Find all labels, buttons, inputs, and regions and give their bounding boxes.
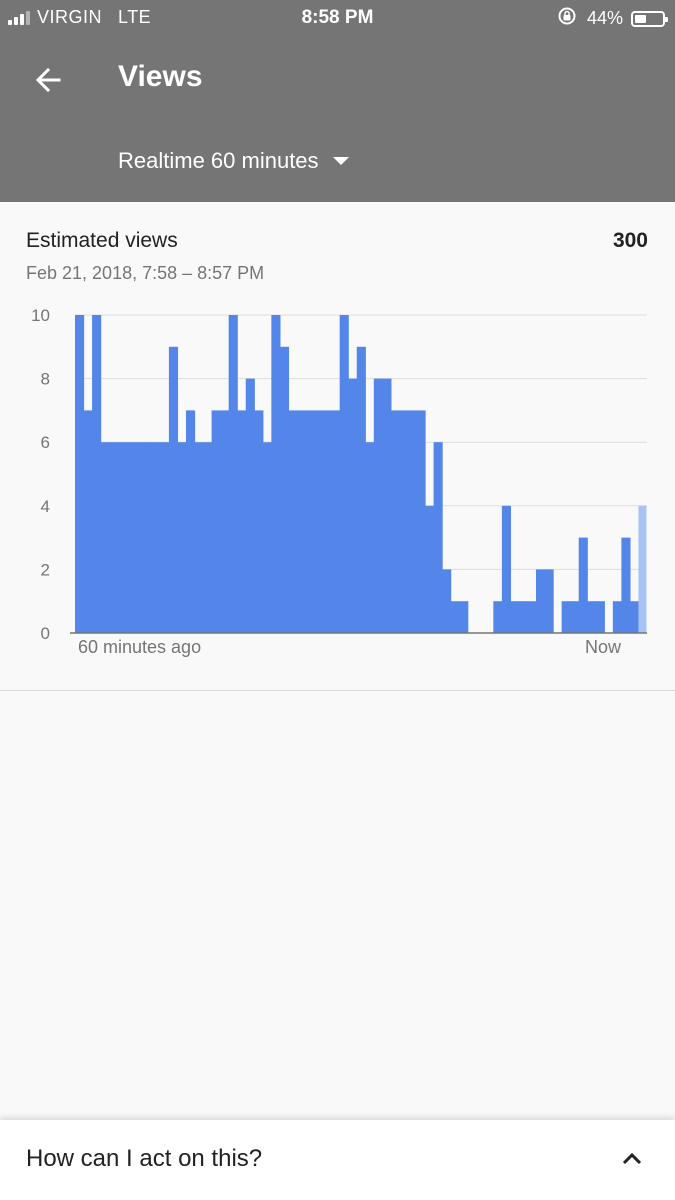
bar [83, 410, 93, 633]
bar [177, 442, 187, 633]
bar [331, 410, 341, 633]
status-time: 8:58 PM [301, 7, 374, 28]
bar [117, 442, 127, 633]
bar [271, 315, 281, 633]
bar [459, 601, 469, 633]
bar [561, 601, 571, 633]
status-left: VIRGIN LTE [8, 7, 151, 28]
bar [399, 410, 409, 633]
insights-bottom-sheet[interactable]: How can I act on this? [0, 1120, 675, 1200]
bar [203, 442, 213, 633]
range-dropdown[interactable]: Realtime 60 minutes [118, 148, 349, 174]
sheet-label: How can I act on this? [26, 1145, 263, 1172]
views-chart: 0 2 4 6 8 10 60 minutes ago Now [31, 306, 647, 657]
bar [373, 378, 383, 633]
bar [109, 442, 119, 633]
arrow-back-icon [35, 67, 61, 93]
bar [425, 505, 435, 633]
y-tick-label: 10 [31, 306, 50, 325]
status-bar: VIRGIN LTE 8:58 PM 44% [0, 0, 675, 36]
bar-partial [638, 505, 647, 633]
carrier-name: VIRGIN [37, 7, 103, 27]
bar [228, 315, 238, 633]
battery-percent: 44% [586, 8, 623, 28]
bar [279, 346, 290, 633]
bar [160, 442, 170, 633]
bar [237, 410, 247, 633]
bar [450, 601, 460, 633]
y-tick-label: 4 [41, 497, 50, 516]
caret-down-icon [332, 157, 349, 165]
rotation-lock-icon [557, 6, 577, 31]
bar [185, 410, 196, 633]
status-right: 44% [557, 6, 668, 31]
y-tick-label: 8 [41, 370, 50, 389]
bar [501, 505, 512, 633]
chevron-up-icon[interactable] [621, 1150, 643, 1166]
metric-label: Estimated views [26, 229, 178, 252]
views-card: 0 2 4 6 8 10 60 minutes ago Now Estimated views… [0, 202, 675, 691]
bar [126, 442, 136, 633]
bar [288, 410, 298, 633]
bar [245, 378, 255, 633]
bar [262, 442, 272, 633]
page-title: Views [118, 60, 203, 93]
back-button[interactable] [26, 58, 70, 102]
bar [211, 410, 221, 633]
bar [220, 410, 230, 633]
bar [254, 410, 264, 633]
app-bar: Views Realtime 60 minutes [0, 36, 675, 202]
bar [587, 601, 597, 633]
bar [629, 601, 640, 633]
bar [356, 346, 366, 633]
bar [348, 378, 358, 633]
bar [518, 601, 529, 633]
bar [536, 569, 546, 633]
bar [168, 346, 179, 633]
metric-value: 300 [612, 229, 648, 252]
bar [621, 537, 631, 633]
bar [570, 601, 580, 633]
x-start-label: 60 minutes ago [78, 637, 201, 657]
bar [493, 601, 503, 633]
bar [143, 442, 153, 633]
bar [416, 410, 426, 633]
bar [134, 442, 144, 633]
bar [433, 442, 443, 633]
bar [322, 410, 332, 633]
bar [151, 442, 161, 633]
bar [510, 601, 520, 633]
network-type: LTE [118, 7, 152, 27]
bar [390, 410, 401, 633]
bar [75, 315, 85, 633]
bar [407, 410, 418, 633]
bar [305, 410, 315, 633]
bar [527, 601, 537, 633]
bar [442, 569, 452, 633]
y-tick-label: 6 [41, 433, 50, 452]
bar [314, 410, 324, 633]
bar [339, 315, 349, 633]
date-range: Feb 21, 2018, 7:58 – 8:57 PM [26, 263, 265, 283]
bar [595, 601, 605, 633]
bar [578, 537, 588, 633]
bar [92, 315, 102, 633]
bar [194, 442, 204, 633]
bar [365, 442, 375, 633]
y-tick-label: 2 [41, 560, 50, 579]
bar [296, 410, 307, 633]
bar [544, 569, 554, 633]
x-end-label: Now [585, 637, 622, 657]
signal-icon [8, 10, 30, 25]
bar [612, 601, 622, 633]
y-tick-label: 0 [41, 624, 50, 643]
bar [100, 442, 110, 633]
battery-icon [631, 10, 668, 27]
range-dropdown-label: Realtime 60 minutes [118, 148, 319, 173]
bar [382, 378, 392, 633]
